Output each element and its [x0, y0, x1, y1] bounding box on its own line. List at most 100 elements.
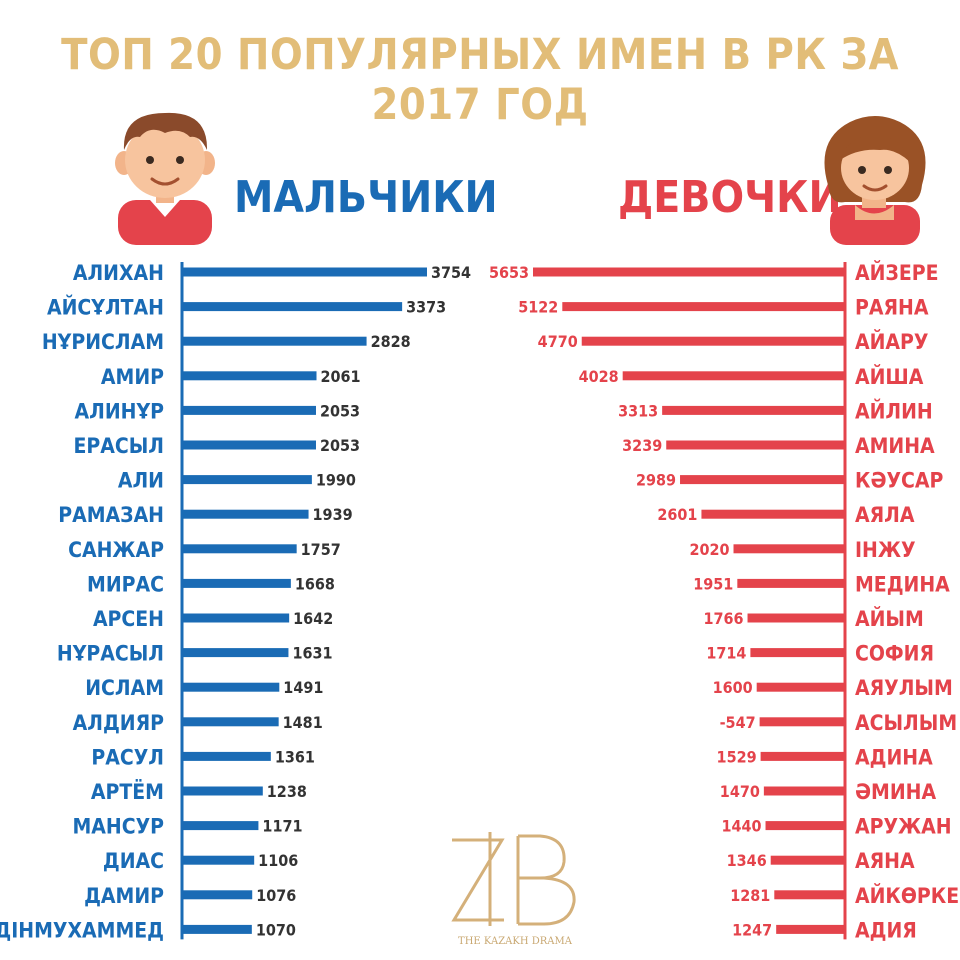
ztb-logo: THE KAZAKH DRAMA: [451, 832, 576, 947]
boy-bar: [182, 648, 289, 658]
boy-bar: [182, 544, 297, 554]
boy-bar: [182, 717, 279, 727]
boy-name-label: ДИАС: [103, 849, 164, 873]
boy-value-label: 2061: [321, 367, 361, 386]
boy-bar: [182, 267, 427, 277]
girl-bar: [774, 890, 845, 900]
girl-value-label: 1529: [717, 747, 757, 766]
boy-value-label: 1070: [256, 920, 296, 939]
boy-bar: [182, 682, 280, 692]
girl-value-label: 3239: [622, 436, 662, 455]
boy-value-label: 1361: [275, 747, 315, 766]
boy-value-label: 1642: [293, 609, 333, 628]
girl-name-label: ІНЖУ: [855, 538, 916, 562]
girl-name-label: АДИЯ: [855, 918, 917, 942]
boy-name-label: АЛДИЯР: [73, 711, 164, 735]
girl-bar: [737, 578, 845, 588]
boy-bar: [182, 786, 263, 796]
girl-bar: [581, 336, 845, 346]
girl-name-label: АЙЗЕРЕ: [855, 260, 939, 285]
boy-value-label: 1238: [267, 782, 307, 801]
boy-name-label: НҰРАСЫЛ: [57, 642, 164, 666]
girl-avatar-icon: [824, 116, 926, 245]
boy-name-label: ЕРАСЫЛ: [73, 434, 164, 458]
girl-value-label: 1247: [732, 920, 772, 939]
girl-bar: [760, 751, 845, 761]
girl-bar: [562, 302, 845, 312]
girl-value-label: 2020: [689, 540, 729, 559]
boy-value-label: 1939: [313, 505, 353, 524]
girl-value-label: 1281: [730, 886, 770, 905]
girl-bar: [750, 648, 845, 658]
girl-name-label: РАЯНА: [855, 296, 929, 320]
girl-value-label: 1714: [706, 644, 746, 663]
girl-bar: [770, 855, 845, 865]
boy-bar: [182, 855, 255, 865]
girl-name-label: АЙАРУ: [855, 329, 928, 354]
girl-name-label: АРУЖАН: [855, 815, 952, 839]
girl-bar: [701, 509, 845, 519]
boy-value-label: 2053: [320, 401, 360, 420]
girl-name-label: АЙЛИН: [855, 398, 933, 423]
boys-heading: МАЛЬЧИКИ: [234, 172, 498, 223]
boy-name-label: АМИР: [101, 365, 164, 389]
boy-name-label: РАСУЛ: [91, 745, 164, 769]
boy-value-label: 3754: [431, 263, 471, 282]
boy-bar: [182, 890, 253, 900]
boy-bar: [182, 578, 291, 588]
girl-bar: [533, 267, 845, 277]
boy-value-label: 1106: [258, 851, 298, 870]
girl-name-label: КӘУСАР: [855, 469, 944, 493]
girl-bar: [776, 924, 845, 934]
boy-bar: [182, 924, 252, 934]
girl-bar: [756, 682, 845, 692]
boy-bar: [182, 302, 403, 312]
girl-name-label: АЙКӨРКЕМ: [855, 883, 960, 908]
boy-value-label: 1481: [283, 713, 323, 732]
girl-bar: [622, 371, 845, 381]
boy-name-label: ИСЛАМ: [85, 676, 164, 700]
boy-name-label: САНЖАР: [68, 538, 164, 562]
girl-bar: [747, 613, 845, 623]
boy-bar: [182, 821, 259, 831]
girl-value-label: 5122: [518, 298, 558, 317]
girls-heading: ДЕВОЧКИ: [618, 172, 842, 223]
girl-value-label: 1600: [713, 678, 753, 697]
boy-value-label: 2828: [371, 332, 411, 351]
boy-avatar-icon: [115, 112, 215, 245]
girl-bar: [763, 786, 845, 796]
girl-value-label: 3313: [618, 401, 658, 420]
boy-value-label: 3373: [406, 298, 446, 317]
girl-bar: [765, 821, 845, 831]
girl-name-label: АЯУЛЫМ: [855, 676, 953, 700]
girl-value-label: 5653: [489, 263, 529, 282]
boy-name-label: МАНСУР: [72, 815, 164, 839]
girl-name-label: СОФИЯ: [855, 642, 934, 666]
boy-bar: [182, 751, 271, 761]
girl-name-label: АДИНА: [855, 745, 933, 769]
girl-bar: [666, 440, 845, 450]
boy-bar: [182, 613, 290, 623]
boy-value-label: 1171: [262, 817, 302, 836]
girl-value-label: 1346: [727, 851, 767, 870]
boy-value-label: 2053: [320, 436, 360, 455]
boy-bar: [182, 371, 317, 381]
logo-caption: THE KAZAKH DRAMA: [458, 936, 573, 947]
boy-bar: [182, 405, 316, 415]
boy-name-label: АЛИ: [118, 469, 164, 493]
boy-value-label: 1076: [256, 886, 296, 905]
girl-value-label: 1951: [693, 574, 733, 593]
boy-bar: [182, 336, 367, 346]
girl-name-label: АЙША: [855, 364, 924, 389]
boy-name-label: АРСЕН: [93, 607, 164, 631]
boy-value-label: 1668: [295, 574, 335, 593]
girl-name-label: АМИНА: [855, 434, 935, 458]
girl-name-label: АЯНА: [855, 849, 915, 873]
boy-name-label: АЙСҰЛТАН: [47, 295, 164, 320]
boy-name-label: ДІНМУХАММЕД: [0, 918, 164, 942]
girl-name-label: АЯЛА: [855, 503, 915, 527]
boy-name-label: АЛИНҰР: [75, 399, 165, 423]
boy-name-label: РАМАЗАН: [58, 503, 164, 527]
boy-value-label: 1990: [316, 471, 356, 490]
